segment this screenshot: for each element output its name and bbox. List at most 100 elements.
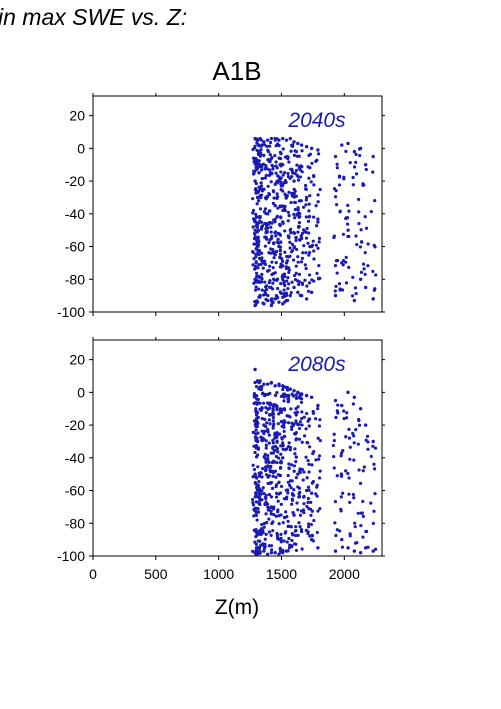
data-point [308, 534, 312, 538]
data-point [251, 549, 255, 553]
data-point [251, 503, 256, 507]
data-point [296, 230, 300, 234]
data-point [279, 532, 283, 536]
data-point [271, 281, 275, 285]
data-point [286, 524, 291, 528]
data-point [366, 264, 370, 268]
data-point [365, 434, 370, 438]
data-point [273, 384, 277, 388]
data-point [294, 149, 298, 154]
data-point [363, 272, 367, 276]
data-point [285, 385, 289, 390]
data-point [281, 456, 285, 460]
figure-header: in max SWE vs. Z: [0, 4, 188, 30]
data-point [286, 421, 291, 425]
x-tick-label: 1500 [266, 566, 297, 582]
data-point [296, 255, 300, 259]
data-point [263, 176, 267, 180]
data-point [251, 211, 255, 215]
y-tick-label: -40 [65, 206, 85, 222]
data-point [283, 274, 287, 279]
data-point [258, 154, 262, 158]
data-point [268, 171, 273, 175]
data-point [262, 143, 267, 147]
data-point [281, 147, 285, 151]
data-point [294, 413, 298, 417]
data-point [341, 263, 345, 267]
data-point [292, 245, 296, 249]
data-point [258, 207, 263, 211]
data-point [260, 416, 264, 421]
data-point [335, 528, 339, 532]
data-point [275, 531, 279, 536]
data-point [257, 171, 261, 175]
data-point [253, 179, 257, 183]
data-point [300, 165, 304, 169]
data-point [289, 524, 293, 529]
data-point [287, 266, 291, 270]
data-point [264, 501, 268, 505]
data-point [261, 466, 265, 471]
data-point [361, 535, 365, 539]
data-point [257, 474, 261, 478]
data-point [259, 471, 263, 475]
data-point [362, 267, 366, 271]
data-point [254, 260, 258, 264]
data-point [304, 528, 308, 533]
data-point [291, 171, 295, 175]
data-point [364, 226, 369, 230]
data-point [286, 219, 290, 223]
data-point [315, 224, 319, 228]
data-point [340, 403, 344, 408]
data-point [305, 226, 309, 231]
data-point [304, 488, 309, 493]
data-point [306, 241, 310, 245]
data-point [264, 496, 268, 501]
data-point [282, 399, 286, 403]
data-point [346, 203, 350, 208]
data-point [341, 449, 345, 453]
data-point [267, 222, 271, 226]
data-point [254, 444, 258, 448]
data-point [335, 271, 339, 275]
data-point [265, 382, 270, 386]
data-point [251, 497, 255, 502]
data-point [270, 221, 274, 225]
data-point [281, 163, 285, 167]
y-tick-label: -40 [65, 450, 85, 466]
data-point [271, 451, 275, 455]
x-tick-label: 2000 [329, 566, 360, 582]
data-point [358, 551, 363, 555]
data-point [253, 450, 257, 455]
data-point [287, 282, 291, 286]
data-point [288, 445, 293, 450]
data-point [310, 463, 314, 467]
data-point [282, 539, 286, 543]
data-point [282, 170, 287, 175]
data-point [253, 367, 257, 372]
scenario-title: A1B [212, 56, 262, 86]
data-point [348, 161, 352, 165]
data-point [252, 391, 257, 396]
data-point [270, 260, 274, 264]
data-point [275, 166, 279, 170]
data-point [310, 491, 314, 495]
data-point [274, 261, 278, 265]
data-point [306, 458, 310, 463]
data-point [333, 293, 338, 298]
data-point [255, 167, 259, 172]
data-point [341, 491, 345, 495]
data-point [267, 281, 271, 285]
data-point [285, 279, 289, 283]
data-point [266, 430, 270, 434]
data-point [260, 498, 264, 502]
data-point [305, 411, 309, 416]
data-point [310, 243, 315, 247]
data-point [357, 468, 361, 472]
data-point [264, 439, 268, 443]
data-point [306, 531, 310, 536]
data-point [351, 183, 355, 187]
data-point [261, 266, 265, 270]
data-point [268, 422, 272, 426]
data-point [287, 393, 291, 398]
